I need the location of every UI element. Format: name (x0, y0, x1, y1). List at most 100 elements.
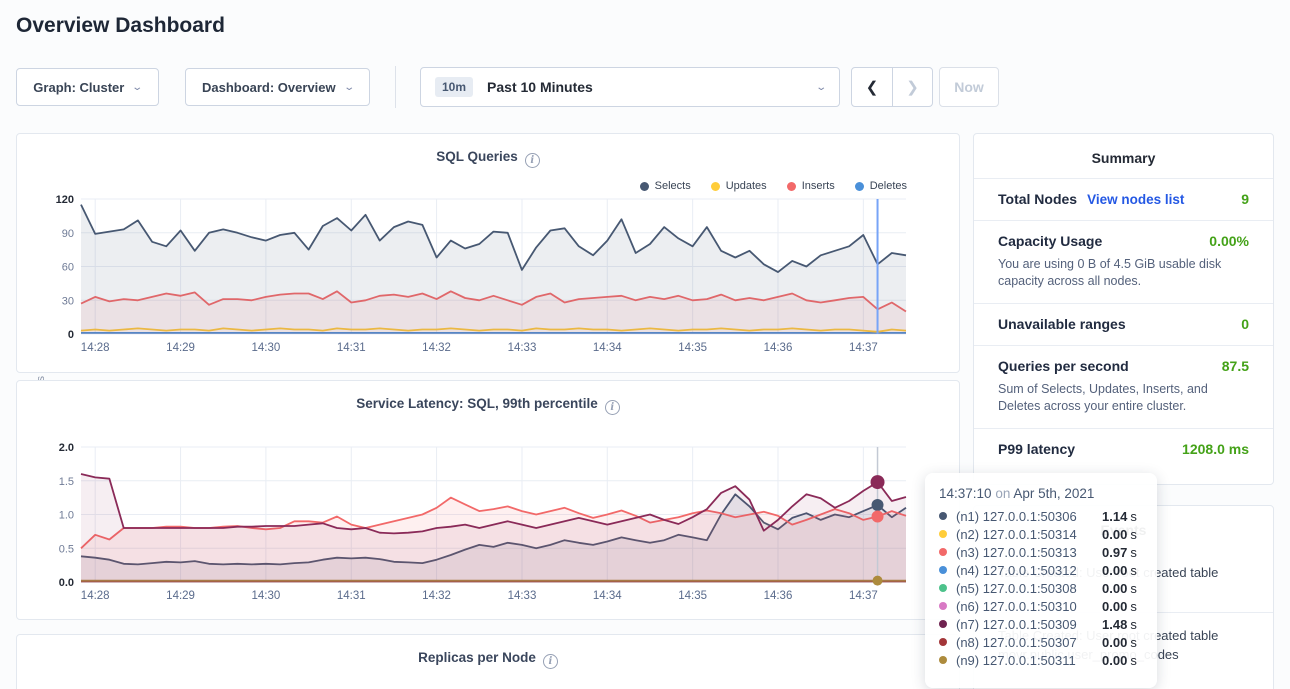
svg-text:14:28: 14:28 (81, 590, 110, 602)
info-icon[interactable]: i (542, 654, 558, 669)
node-color-dot (939, 584, 947, 592)
svg-text:14:34: 14:34 (593, 342, 622, 354)
legend-dot (786, 181, 796, 191)
summary-row-label: Capacity Usage (998, 233, 1103, 249)
legend-item-selects: Selects (639, 180, 691, 192)
chevron-down-icon: ⌄ (131, 81, 144, 93)
sql-queries-legend: Selects Updates Inserts Deletes (639, 180, 907, 192)
svg-text:14:33: 14:33 (508, 342, 537, 354)
tooltip-timestamp: 14:37:10 on Apr 5th, 2021 (939, 486, 1095, 501)
svg-text:14:34: 14:34 (593, 590, 622, 602)
summary-row-value: 0 (1241, 316, 1249, 332)
chevron-down-icon: ⌄ (342, 81, 355, 93)
tooltip-node-row: (n8) 127.0.0.1:50307 0.00 s (939, 633, 1143, 651)
chevron-down-icon: ⌄ (814, 81, 827, 93)
svg-text:14:30: 14:30 (251, 590, 280, 602)
tooltip-node-row: (n2) 127.0.0.1:50314 0.00 s (939, 525, 1143, 543)
svg-text:14:29: 14:29 (166, 342, 195, 354)
svg-text:14:35: 14:35 (678, 590, 707, 602)
svg-text:30: 30 (62, 295, 74, 307)
summary-row: Queries per second 87.5 Sum of Selects, Up… (974, 345, 1273, 428)
summary-panel: Summary Total Nodes View nodes list 9 Capac… (973, 133, 1274, 485)
svg-text:14:36: 14:36 (764, 342, 793, 354)
svg-text:14:31: 14:31 (337, 342, 366, 354)
chart-hover-tooltip: 14:37:10 on Apr 5th, 2021 (n1) 127.0.0.1… (925, 473, 1157, 688)
summary-row-value: 9 (1241, 191, 1249, 207)
summary-row-label: Total Nodes (998, 191, 1078, 207)
svg-text:120: 120 (56, 194, 74, 206)
tooltip-node-row: (n7) 127.0.0.1:50309 1.48 s (939, 615, 1143, 633)
sql-queries-plot[interactable]: 0 30 60 90 120 14:28 14:29 14:30 14:31 14:32 14:33… (17, 179, 959, 359)
sql-queries-title: SQL Queries (436, 149, 518, 164)
page-title: Overview Dashboard (16, 14, 225, 37)
node-color-dot (939, 656, 947, 664)
svg-text:14:35: 14:35 (678, 342, 707, 354)
time-range-badge: 10m (435, 77, 474, 97)
summary-row-label: Unavailable ranges (998, 316, 1126, 332)
svg-text:0: 0 (68, 329, 74, 341)
info-icon[interactable]: i (604, 400, 620, 415)
view-nodes-list-link[interactable]: View nodes list (1087, 192, 1185, 207)
legend-dot (639, 181, 649, 191)
summary-row: Total Nodes View nodes list 9 (974, 178, 1273, 220)
svg-text:14:29: 14:29 (166, 590, 195, 602)
tooltip-node-row: (n1) 127.0.0.1:50306 1.14 s (939, 507, 1143, 525)
node-color-dot (939, 548, 947, 556)
svg-text:14:32: 14:32 (422, 342, 451, 354)
svg-text:14:31: 14:31 (337, 590, 366, 602)
svg-text:14:37: 14:37 (849, 590, 878, 602)
dashboard-dropdown[interactable]: Dashboard: Overview ⌄ (185, 68, 370, 106)
svg-text:14:28: 14:28 (81, 342, 110, 354)
svg-text:14:33: 14:33 (508, 590, 537, 602)
time-step-buttons: ❮ ❯ (851, 67, 933, 107)
node-color-dot (939, 530, 947, 538)
svg-text:2.0: 2.0 (59, 442, 74, 454)
legend-item-updates: Updates (710, 180, 767, 192)
svg-text:0.5: 0.5 (59, 543, 74, 555)
summary-row: Capacity Usage 0.00% You are using 0 B of … (974, 220, 1273, 303)
time-next-button[interactable]: ❯ (892, 68, 932, 106)
summary-row: P99 latency 1208.0 ms (974, 428, 1273, 470)
summary-title: Summary (1091, 150, 1156, 166)
node-color-dot (939, 638, 947, 646)
tooltip-node-row: (n3) 127.0.0.1:50313 0.97 s (939, 543, 1143, 561)
svg-text:14:37: 14:37 (849, 342, 878, 354)
tooltip-node-row: (n9) 127.0.0.1:50311 0.00 s (939, 651, 1143, 669)
graph-dropdown[interactable]: Graph: Cluster ⌄ (16, 68, 159, 106)
summary-row-value: 87.5 (1221, 358, 1249, 374)
replicas-per-node-title: Replicas per Node (418, 650, 536, 665)
svg-text:0.0: 0.0 (59, 577, 74, 589)
node-color-dot (939, 512, 947, 520)
time-now-button[interactable]: Now (939, 67, 999, 107)
time-range-picker[interactable]: 10m Past 10 Minutes ⌄ (420, 67, 840, 107)
graph-dropdown-label: Graph: Cluster (33, 79, 125, 95)
dashboard-dropdown-label: Dashboard: Overview (201, 79, 336, 95)
info-icon[interactable]: i (524, 153, 540, 168)
svg-text:90: 90 (62, 228, 74, 240)
controls-divider (395, 66, 396, 108)
svg-text:14:32: 14:32 (422, 590, 451, 602)
summary-row-value: 1208.0 ms (1182, 441, 1249, 457)
service-latency-title: Service Latency: SQL, 99th percentile (356, 396, 598, 411)
svg-text:60: 60 (62, 262, 74, 274)
svg-text:14:30: 14:30 (251, 342, 280, 354)
summary-row: Unavailable ranges 0 (974, 303, 1273, 345)
summary-row-value: 0.00% (1209, 233, 1249, 249)
summary-row-label: Queries per second (998, 358, 1129, 374)
tooltip-node-row: (n4) 127.0.0.1:50312 0.00 s (939, 561, 1143, 579)
legend-dot (710, 181, 720, 191)
legend-item-inserts: Inserts (786, 180, 835, 192)
summary-row-description: You are using 0 B of 4.5 GiB usable disk… (998, 257, 1222, 288)
node-color-dot (939, 602, 947, 610)
legend-item-deletes: Deletes (854, 180, 907, 192)
svg-text:1.0: 1.0 (59, 510, 74, 522)
tooltip-node-row: (n6) 127.0.0.1:50310 0.00 s (939, 597, 1143, 615)
node-color-dot (939, 566, 947, 574)
sql-queries-card: SQL Queries i Selects Updates Inserts Delete… (16, 133, 960, 412)
summary-row-description: Sum of Selects, Updates, Inserts, and De… (998, 382, 1208, 413)
svg-text:1.5: 1.5 (59, 476, 74, 488)
time-prev-button[interactable]: ❮ (865, 79, 879, 96)
service-latency-plot[interactable]: 0.0 0.5 1.0 1.5 2.0 14:28 14:29 14:30 14:31 14:32… (17, 427, 959, 607)
